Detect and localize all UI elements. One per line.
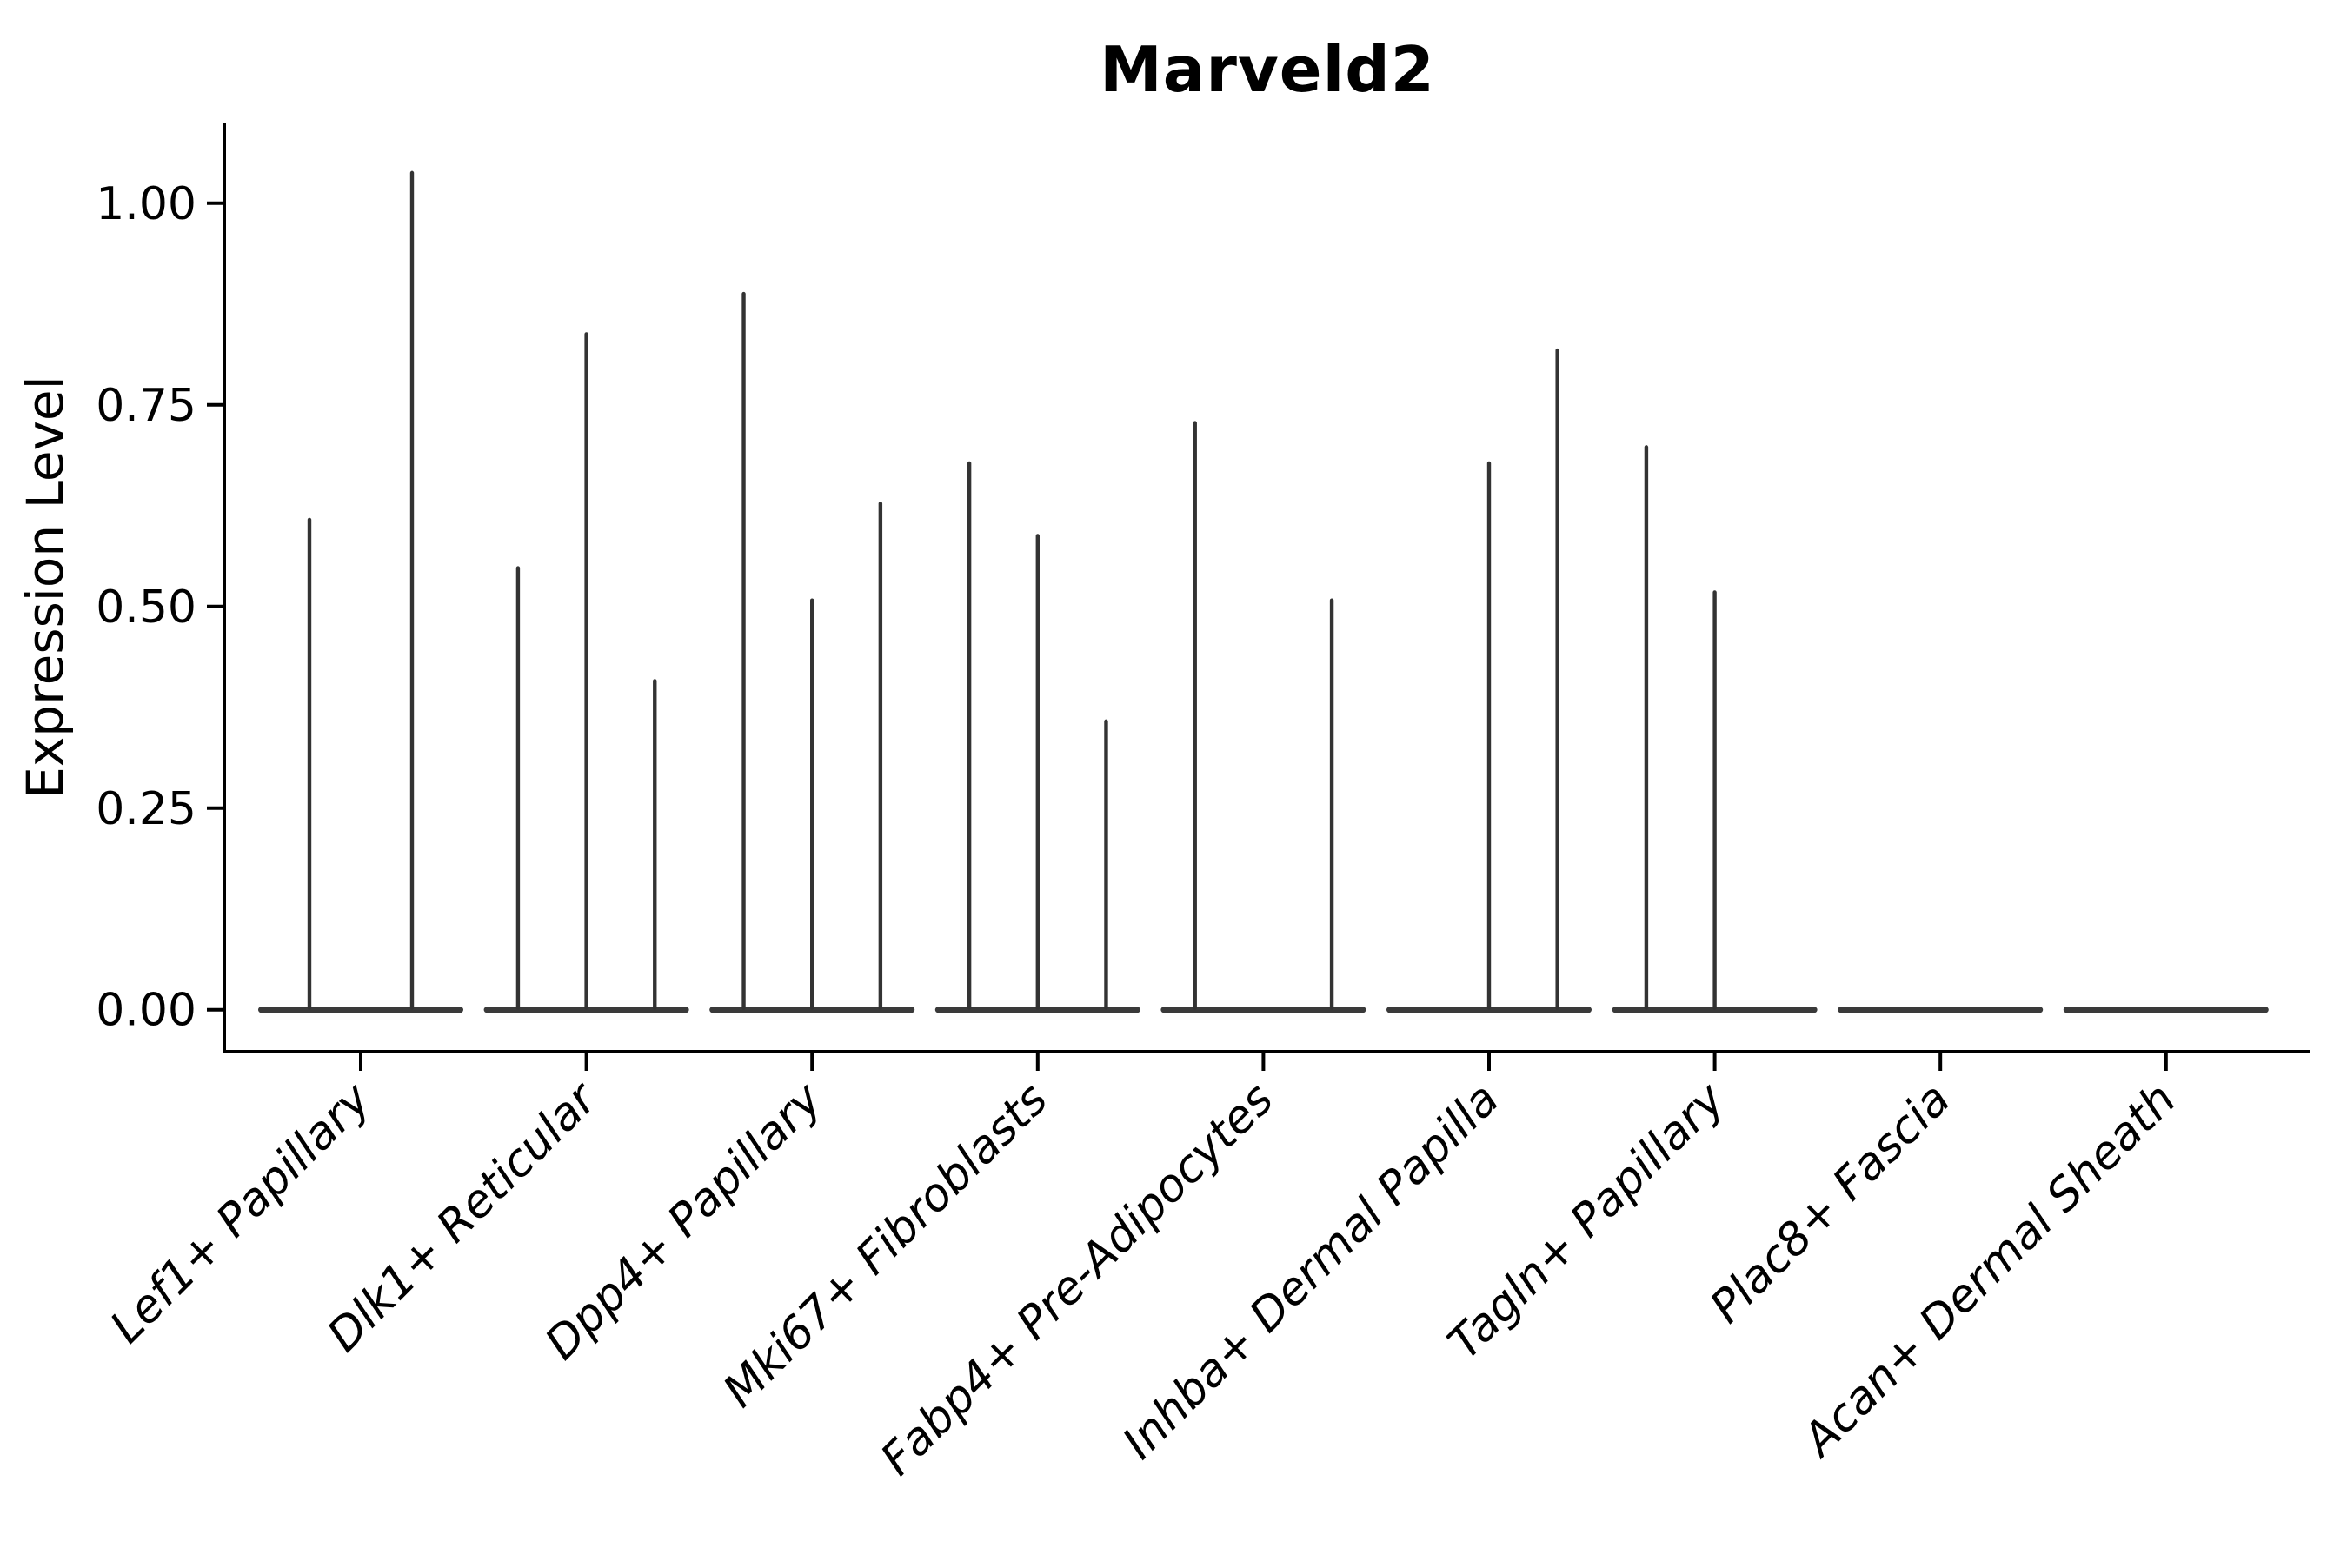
violin-spike [810,598,814,1010]
violin-baseline [2063,1007,2269,1013]
violin-baseline [1838,1007,2044,1013]
x-axis-label: Acan+ Dermal Sheath [1792,1073,2186,1468]
violin-spike [653,679,657,1010]
x-axis-label: Inhba+ Dermal Papilla [1113,1073,1509,1470]
violin-spike [307,517,312,1010]
violin-group [709,291,915,1013]
violin-spike [741,291,746,1010]
violin-spike [1712,590,1717,1010]
plot-title: Marveld2 [1100,33,1435,106]
y-tick-label: 0.25 [96,783,196,835]
violin-spike [967,461,972,1010]
violin-baseline [1160,1007,1366,1013]
violin-group [1160,421,1366,1013]
violin-spike [1486,461,1492,1010]
violin-spike [584,332,588,1010]
violin-group [1612,445,1818,1013]
violin-spike [1644,445,1649,1010]
violin-spike [1329,598,1334,1010]
violin-group [2063,1007,2269,1013]
violin-baseline [709,1007,915,1013]
violin-spike [1035,534,1040,1010]
violin-baseline [258,1007,463,1013]
y-axis-title: Expression Level [16,375,75,798]
violin-spike [515,566,521,1010]
violin-group [1838,1007,2044,1013]
y-tick-label: 0.75 [96,380,196,432]
y-tick-label: 0.00 [96,985,196,1037]
violin-group [258,170,463,1013]
violin-group [1386,348,1592,1013]
violin-group [934,461,1140,1013]
x-axis-label: Plac8+ Fascia [1700,1073,1960,1333]
violin-spike [1555,348,1559,1010]
violin-spike [878,502,883,1010]
violin-spike [1193,421,1197,1010]
y-tick-label: 0.50 [96,581,196,634]
x-axis-label: Fabp4+ Pre-Adipocytes [871,1073,1284,1486]
y-tick-label: 1.00 [96,178,196,230]
violin-group [483,332,689,1013]
violin-spike [1104,719,1108,1010]
violin-baseline [483,1007,689,1013]
violin-spike [409,170,415,1010]
